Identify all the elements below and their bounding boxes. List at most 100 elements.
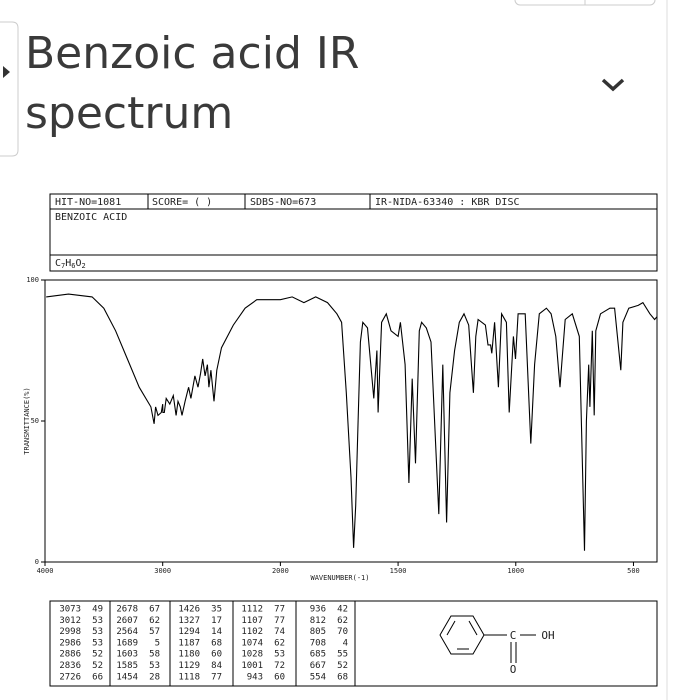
- peak-transmittance: 28: [149, 672, 160, 682]
- peak-wavenumber: 812: [310, 616, 326, 626]
- peak-transmittance: 58: [149, 650, 160, 660]
- formula-part: 7: [61, 262, 65, 270]
- peak-wavenumber: 685: [310, 650, 326, 660]
- ring-bond: [446, 620, 456, 636]
- peak-transmittance: 14: [211, 627, 222, 637]
- plot: 0 50 100 4000 3000 2000 1500 1000 500: [26, 276, 658, 575]
- peak-wavenumber: 2886: [59, 650, 81, 660]
- sdbs-no: SDBS-NO=673: [250, 197, 316, 208]
- peak-transmittance: 42: [337, 605, 348, 615]
- formula-part: C: [55, 258, 61, 269]
- atom-oh: OH: [541, 629, 554, 642]
- header-box: [49, 193, 658, 272]
- ring-bond: [468, 620, 478, 636]
- peak-wavenumber: 1426: [178, 605, 200, 615]
- peak-transmittance: 70: [337, 627, 348, 637]
- y-tick-label: 50: [31, 417, 39, 425]
- peak-transmittance: 17: [211, 616, 222, 626]
- y-tick-label: 100: [26, 276, 39, 284]
- peak-transmittance: 52: [337, 661, 348, 671]
- peak-wavenumber: 936: [310, 605, 326, 615]
- peak-transmittance: 53: [92, 616, 103, 626]
- spectrum-header: [49, 193, 658, 272]
- peak-wavenumber: 1585: [116, 661, 138, 671]
- peak-transmittance: 72: [274, 661, 285, 671]
- peak-wavenumber: 1327: [178, 616, 200, 626]
- peak-transmittance: 35: [211, 605, 222, 615]
- peak-transmittance: 53: [92, 638, 103, 648]
- peak-wavenumber: 1107: [241, 616, 263, 626]
- x-tick-label: 3000: [154, 567, 171, 575]
- peak-wavenumber: 1689: [116, 638, 138, 648]
- peak-table: [49, 600, 356, 687]
- peak-transmittance: 49: [92, 605, 103, 615]
- peak-wavenumber: 1129: [178, 661, 200, 671]
- peak-wavenumber: 1074: [241, 638, 263, 648]
- peak-wavenumber: 1118: [178, 672, 200, 682]
- peak-transmittance: 62: [337, 616, 348, 626]
- peak-transmittance: 52: [92, 650, 103, 660]
- compound-name: BENZOIC ACID: [55, 212, 127, 223]
- peak-transmittance: 67: [149, 605, 160, 615]
- atom-o: O: [510, 663, 517, 676]
- peak-wavenumber: 2678: [116, 605, 138, 615]
- peak-transmittance: 53: [92, 627, 103, 637]
- peak-wavenumber: 708: [310, 638, 326, 648]
- peak-wavenumber: 1180: [178, 650, 200, 660]
- ir-code: IR-NIDA-63340 : KBR DISC: [375, 197, 520, 208]
- page-title: Benzoic acid IR spectrum: [25, 28, 360, 139]
- peak-wavenumber: 2564: [116, 627, 138, 637]
- peak-wavenumber: 554: [310, 672, 326, 682]
- peak-transmittance: 55: [337, 650, 348, 660]
- peak-transmittance: 84: [211, 661, 222, 671]
- chevron[interactable]: [601, 78, 625, 92]
- formula-part: H: [65, 258, 71, 269]
- x-tick-label: 2000: [272, 567, 289, 575]
- x-tick-label: 4000: [37, 567, 54, 575]
- peak-wavenumber: 1102: [241, 627, 263, 637]
- spectrum-line: [46, 293, 658, 551]
- peak-wavenumber: 2986: [59, 638, 81, 648]
- peak-transmittance: 77: [274, 616, 285, 626]
- peak-transmittance: 62: [274, 638, 285, 648]
- benzoic-structure: [439, 615, 536, 663]
- peak-wavenumber: 2998: [59, 627, 81, 637]
- peak-columns: 3073 49 3012 53 2998 53 2986 53 2886 52 2836 52 2726…: [59, 601, 348, 686]
- y-tick-label: 0: [35, 558, 39, 566]
- peak-wavenumber: 1454: [116, 672, 138, 682]
- peak-transmittance: 52: [92, 661, 103, 671]
- expand-arrow[interactable]: [3, 66, 10, 78]
- peak-wavenumber: 2607: [116, 616, 138, 626]
- side-panel: [0, 21, 19, 157]
- peak-wavenumber: 1112: [241, 605, 263, 615]
- peak-wavenumber: 1603: [116, 650, 138, 660]
- peak-transmittance: 53: [274, 650, 285, 660]
- y-axis-label: TRANSMITTANCE(%): [23, 387, 31, 454]
- peak-transmittance: 4: [343, 638, 348, 648]
- formula-part: 6: [71, 262, 75, 270]
- x-axis-label: WAVENUMBER(-1): [310, 574, 369, 582]
- peak-transmittance: 57: [149, 627, 160, 637]
- score: SCORE= ( ): [152, 197, 212, 208]
- formula-part: 2: [82, 262, 86, 270]
- peak-wavenumber: 943: [247, 672, 263, 682]
- peak-wavenumber: 3012: [59, 616, 81, 626]
- peak-transmittance: 68: [211, 638, 222, 648]
- peak-transmittance: 66: [92, 672, 103, 682]
- peak-wavenumber: 667: [310, 661, 326, 671]
- formula: C7H6O2: [55, 258, 86, 270]
- peak-wavenumber: 2836: [59, 661, 81, 671]
- peak-wavenumber: 1187: [178, 638, 200, 648]
- atom-c: C: [510, 629, 517, 642]
- peak-transmittance: 5: [155, 638, 160, 648]
- x-tick-label: 1000: [507, 567, 524, 575]
- peak-table-box: [49, 600, 658, 687]
- peak-wavenumber: 3073: [59, 605, 81, 615]
- hit-no: HIT-NO=1081: [55, 197, 121, 208]
- peak-transmittance: 53: [149, 661, 160, 671]
- peak-wavenumber: 1001: [241, 661, 263, 671]
- peak-transmittance: 62: [149, 616, 160, 626]
- peak-transmittance: 74: [274, 627, 285, 637]
- peak-wavenumber: 2726: [59, 672, 81, 682]
